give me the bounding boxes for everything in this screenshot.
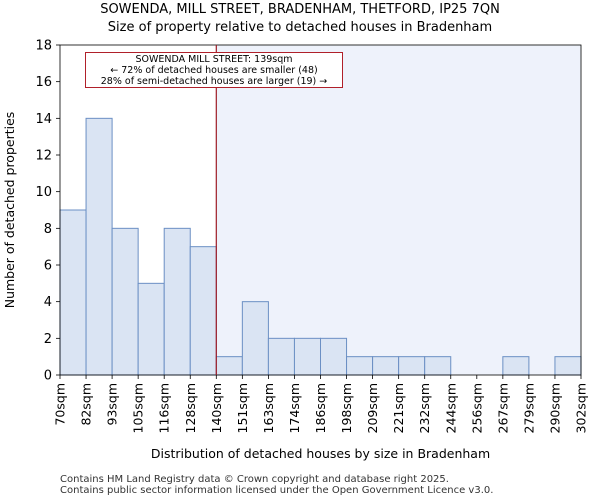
y-tick-label-14: 14 [35, 112, 52, 127]
annotation-line-1: SOWENDA MILL STREET: 139sqm [135, 54, 293, 65]
x-tick-label-221sqm: 221sqm [391, 383, 406, 433]
x-tick-label-290sqm: 290sqm [547, 383, 562, 433]
bar-140sqm [215, 356, 243, 376]
y-tick-label-18: 18 [35, 39, 52, 54]
x-tick-label-244sqm: 244sqm [443, 383, 458, 433]
x-tick-label-267sqm: 267sqm [495, 383, 510, 433]
bar-105sqm [137, 282, 165, 376]
footer-line-2: Contains public sector information licen… [60, 485, 494, 496]
bar-221sqm [398, 356, 426, 376]
x-tick-label-151sqm: 151sqm [235, 383, 250, 433]
x-tick-label-70sqm: 70sqm [53, 383, 68, 426]
x-axis-label: Distribution of detached houses by size … [151, 446, 490, 461]
bar-70sqm [59, 209, 87, 376]
x-tick-label-93sqm: 93sqm [105, 383, 120, 426]
bar-116sqm [163, 227, 191, 376]
y-axis-label: Number of detached properties [2, 112, 17, 309]
highlight-region [216, 45, 582, 375]
y-tick-label-0: 0 [44, 369, 52, 384]
y-tick-label-2: 2 [44, 332, 52, 347]
bar-128sqm [189, 246, 217, 376]
bar-186sqm [320, 337, 348, 376]
x-tick-label-209sqm: 209sqm [365, 383, 380, 433]
bar-209sqm [372, 356, 400, 376]
bar-93sqm [111, 227, 139, 376]
bar-290sqm [554, 356, 582, 376]
x-tick-label-128sqm: 128sqm [183, 383, 198, 433]
y-tick-label-12: 12 [35, 149, 52, 164]
y-tick-label-8: 8 [44, 222, 52, 237]
bar-163sqm [267, 337, 295, 376]
x-tick-label-198sqm: 198sqm [339, 383, 354, 433]
chart-title: SOWENDA, MILL STREET, BRADENHAM, THETFOR… [100, 2, 500, 17]
y-tick-label-16: 16 [35, 75, 52, 90]
bar-82sqm [85, 117, 113, 376]
x-tick-label-302sqm: 302sqm [574, 383, 589, 433]
chart-subtitle: Size of property relative to detached ho… [107, 20, 493, 35]
x-tick-label-279sqm: 279sqm [521, 383, 536, 433]
x-tick-label-163sqm: 163sqm [261, 383, 276, 433]
y-tick-label-10: 10 [35, 185, 52, 200]
property-annotation: SOWENDA MILL STREET: 139sqm ← 72% of det… [85, 52, 343, 88]
y-tick-label-4: 4 [44, 295, 52, 310]
bar-267sqm [502, 356, 530, 376]
bar-151sqm [241, 301, 269, 376]
y-tick-label-6: 6 [44, 259, 52, 274]
annotation-line-3: 28% of semi-detached houses are larger (… [100, 76, 328, 87]
x-tick-label-232sqm: 232sqm [417, 383, 432, 433]
x-tick-label-116sqm: 116sqm [157, 383, 172, 433]
x-tick-label-186sqm: 186sqm [313, 383, 328, 433]
x-tick-label-82sqm: 82sqm [79, 383, 94, 426]
bar-174sqm [293, 337, 322, 376]
footer-line-1: Contains HM Land Registry data © Crown c… [60, 474, 449, 485]
bar-198sqm [346, 356, 374, 376]
bar-232sqm [424, 356, 452, 376]
x-tick-label-105sqm: 105sqm [131, 383, 146, 433]
x-tick-label-256sqm: 256sqm [469, 383, 484, 433]
x-tick-label-174sqm: 174sqm [287, 383, 302, 433]
x-tick-label-140sqm: 140sqm [209, 383, 224, 433]
annotation-line-2: ← 72% of detached houses are smaller (48… [110, 65, 318, 76]
